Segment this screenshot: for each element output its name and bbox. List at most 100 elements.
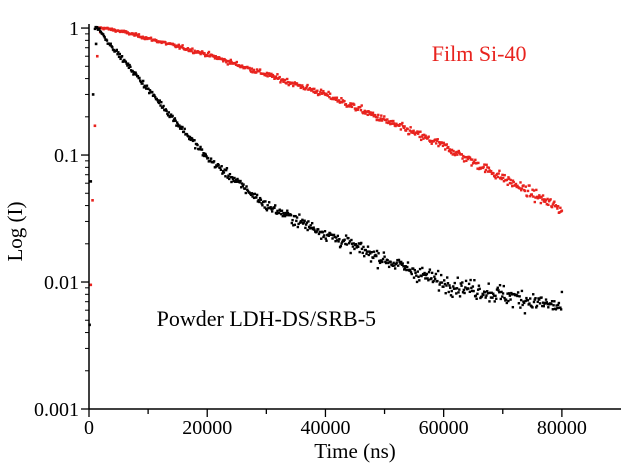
- data-point: [532, 189, 536, 192]
- data-point: [356, 108, 360, 111]
- data-point: [185, 48, 189, 51]
- data-point: [258, 196, 262, 200]
- data-point: [185, 133, 189, 136]
- data-point: [534, 297, 537, 300]
- data-point: [191, 137, 194, 141]
- data-point: [453, 281, 456, 285]
- data-point: [445, 143, 448, 146]
- data-point: [153, 94, 156, 97]
- data-point: [366, 245, 370, 248]
- data-point: [158, 99, 161, 102]
- data-point: [490, 291, 493, 295]
- data-point: [206, 156, 210, 160]
- data-point: [222, 171, 226, 174]
- data-point: [519, 181, 522, 184]
- data-point: [531, 188, 534, 191]
- data-point: [416, 270, 419, 273]
- data-point: [559, 206, 562, 210]
- data-point: [249, 69, 252, 72]
- data-point: [473, 161, 476, 165]
- data-point: [301, 218, 304, 222]
- data-point: [286, 209, 289, 212]
- data-point: [349, 102, 352, 105]
- data-point: [129, 69, 133, 72]
- data-point: [436, 269, 440, 273]
- data-point: [240, 182, 244, 185]
- data-point: [333, 98, 336, 101]
- data-point: [381, 257, 385, 261]
- data-point: [228, 172, 232, 176]
- data-point: [423, 271, 426, 275]
- data-point: [447, 149, 451, 153]
- data-point: [435, 142, 438, 145]
- data-point: [480, 295, 484, 298]
- data-point: [325, 239, 328, 242]
- data-point: [410, 272, 413, 276]
- data-point: [154, 96, 157, 99]
- series-annotation: Film Si-40: [432, 41, 527, 66]
- data-point: [372, 256, 375, 260]
- x-tick-label: 40000: [300, 417, 350, 439]
- data-point: [303, 219, 306, 222]
- data-point: [455, 150, 458, 154]
- data-point: [464, 286, 467, 289]
- data-point: [178, 124, 181, 127]
- data-point: [368, 110, 371, 114]
- data-point: [160, 100, 163, 104]
- data-point: [89, 283, 93, 287]
- data-point: [189, 48, 193, 52]
- data-point: [144, 85, 147, 89]
- data-point: [516, 294, 519, 298]
- data-point: [477, 284, 481, 287]
- data-point: [354, 243, 358, 246]
- data-point: [95, 25, 99, 29]
- data-point: [162, 104, 165, 108]
- data-point: [231, 177, 235, 181]
- data-point: [542, 200, 546, 203]
- data-point: [166, 112, 169, 115]
- data-point: [287, 83, 290, 87]
- data-point: [249, 193, 253, 197]
- data-point: [132, 32, 135, 35]
- data-point: [505, 301, 509, 305]
- data-point: [176, 45, 180, 48]
- data-point: [321, 231, 324, 234]
- data-point: [406, 265, 409, 269]
- data-point: [510, 182, 513, 185]
- data-point: [538, 194, 541, 197]
- data-point: [469, 158, 473, 161]
- data-point: [494, 177, 497, 180]
- data-point: [430, 271, 434, 275]
- data-point: [475, 297, 478, 300]
- data-point: [504, 298, 508, 301]
- data-point: [539, 201, 543, 205]
- data-point: [315, 230, 318, 233]
- data-point: [519, 306, 522, 309]
- data-point: [452, 285, 455, 288]
- data-point: [289, 214, 293, 217]
- data-point: [115, 48, 118, 52]
- data-point: [406, 261, 410, 264]
- data-point: [270, 75, 274, 78]
- data-point: [482, 293, 485, 297]
- data-point: [537, 195, 540, 199]
- data-point: [556, 303, 560, 307]
- data-point: [140, 37, 144, 40]
- data-point: [215, 56, 218, 59]
- data-point: [147, 87, 150, 91]
- data-point: [541, 194, 545, 197]
- data-point: [421, 266, 424, 270]
- data-point: [459, 282, 462, 285]
- data-point: [298, 213, 301, 216]
- data-point: [442, 285, 445, 288]
- data-point: [386, 121, 390, 125]
- data-point: [471, 158, 474, 161]
- data-point: [528, 184, 531, 187]
- data-point: [176, 123, 180, 126]
- data-point: [491, 296, 494, 299]
- data-point: [455, 287, 459, 290]
- data-point: [143, 37, 147, 41]
- data-point: [235, 60, 239, 64]
- data-point: [117, 55, 121, 59]
- data-point: [363, 109, 366, 113]
